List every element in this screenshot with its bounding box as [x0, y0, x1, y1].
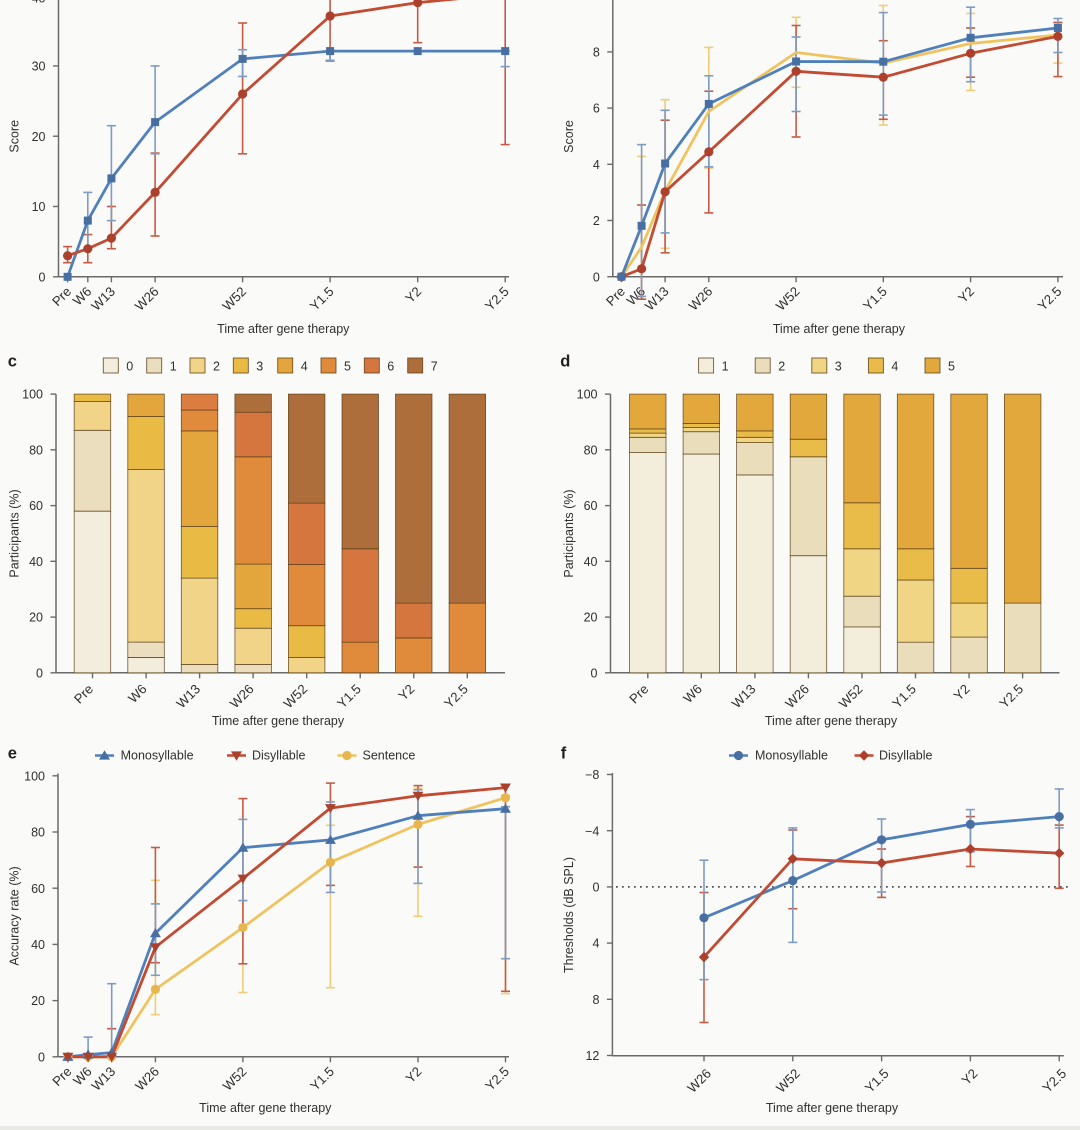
svg-text:1: 1 [170, 360, 177, 374]
svg-text:20: 20 [32, 130, 46, 144]
svg-text:Monosyllable: Monosyllable [755, 748, 828, 762]
svg-text:Time after gene therapy: Time after gene therapy [773, 322, 906, 336]
svg-text:e: e [8, 745, 17, 763]
svg-text:0: 0 [591, 666, 598, 680]
svg-text:100: 100 [577, 388, 598, 402]
svg-text:20: 20 [29, 611, 43, 625]
svg-text:Time after gene therapy: Time after gene therapy [766, 1101, 899, 1115]
svg-text:3: 3 [256, 360, 263, 374]
svg-text:Disyllable: Disyllable [252, 748, 306, 762]
svg-text:100: 100 [22, 388, 43, 402]
svg-text:Participants (%): Participants (%) [562, 489, 576, 577]
svg-text:5: 5 [948, 360, 955, 374]
svg-text:2: 2 [213, 360, 220, 374]
svg-text:40: 40 [584, 555, 598, 569]
svg-text:4: 4 [593, 158, 600, 172]
svg-text:2: 2 [778, 360, 785, 374]
svg-text:−4: −4 [585, 824, 599, 838]
svg-text:Time after gene therapy: Time after gene therapy [217, 322, 350, 336]
svg-text:Time after gene therapy: Time after gene therapy [765, 714, 898, 728]
svg-text:0: 0 [126, 360, 133, 374]
svg-text:4: 4 [301, 360, 308, 374]
svg-text:Accuracy rate (%): Accuracy rate (%) [7, 866, 21, 965]
svg-text:Score: Score [562, 120, 576, 153]
svg-text:40: 40 [32, 0, 46, 6]
svg-text:20: 20 [31, 994, 45, 1008]
svg-text:30: 30 [32, 60, 46, 74]
svg-text:80: 80 [584, 443, 598, 457]
svg-text:80: 80 [31, 826, 45, 840]
svg-text:f: f [561, 745, 567, 763]
svg-text:2: 2 [593, 214, 600, 228]
svg-text:7: 7 [431, 360, 438, 374]
svg-text:8: 8 [593, 46, 600, 60]
svg-text:5: 5 [344, 360, 351, 374]
svg-text:0: 0 [592, 881, 599, 895]
svg-text:1: 1 [722, 360, 729, 374]
svg-text:Participants (%): Participants (%) [7, 489, 21, 577]
svg-text:100: 100 [24, 769, 45, 783]
svg-text:0: 0 [593, 270, 600, 284]
svg-text:0: 0 [36, 666, 43, 680]
svg-text:8: 8 [592, 993, 599, 1007]
svg-text:0: 0 [38, 1050, 45, 1064]
svg-text:60: 60 [584, 499, 598, 513]
svg-text:Monosyllable: Monosyllable [121, 748, 194, 762]
svg-text:40: 40 [31, 938, 45, 952]
svg-text:60: 60 [31, 882, 45, 896]
svg-text:Score: Score [7, 120, 21, 153]
svg-text:Disyllable: Disyllable [879, 748, 933, 762]
svg-text:3: 3 [835, 360, 842, 374]
svg-text:6: 6 [593, 102, 600, 116]
svg-text:4: 4 [592, 937, 599, 951]
svg-text:Thresholds (dB SPL): Thresholds (dB SPL) [562, 857, 576, 973]
svg-text:c: c [8, 353, 17, 371]
svg-text:Time after gene therapy: Time after gene therapy [212, 714, 345, 728]
svg-text:10: 10 [32, 200, 46, 214]
svg-text:Time after gene therapy: Time after gene therapy [199, 1101, 332, 1115]
svg-text:40: 40 [29, 555, 43, 569]
svg-text:0: 0 [39, 270, 46, 284]
svg-text:d: d [560, 353, 570, 371]
svg-text:−8: −8 [585, 768, 599, 782]
svg-text:4: 4 [891, 360, 898, 374]
svg-text:60: 60 [29, 499, 43, 513]
svg-text:12: 12 [585, 1049, 599, 1063]
svg-text:Sentence: Sentence [363, 748, 416, 762]
svg-text:80: 80 [29, 443, 43, 457]
svg-text:20: 20 [584, 611, 598, 625]
svg-text:6: 6 [387, 360, 394, 374]
